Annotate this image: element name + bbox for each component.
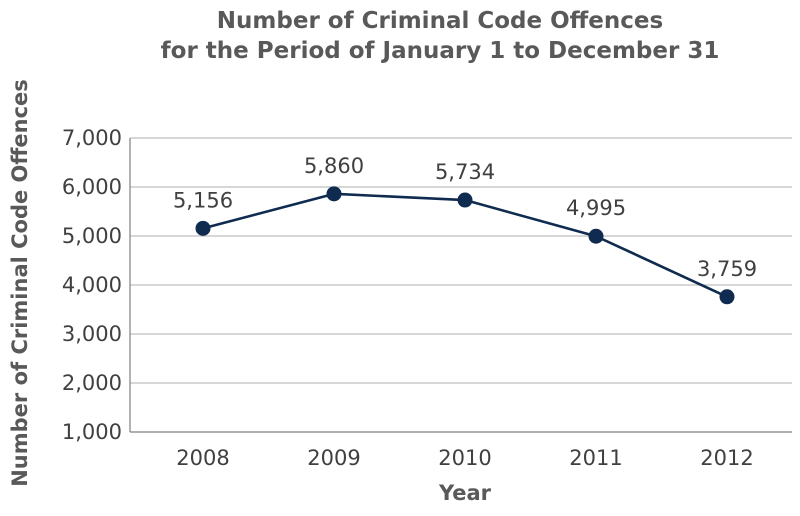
x-axis-ticks: 2008 2009 2010 2011 2012 xyxy=(176,446,753,470)
data-label: 5,156 xyxy=(173,188,233,212)
data-point xyxy=(195,220,211,236)
data-label: 4,995 xyxy=(566,196,626,220)
chart-subtitle: for the Period of January 1 to December … xyxy=(161,38,720,64)
y-tick-label: 5,000 xyxy=(62,224,122,248)
x-tick-label: 2008 xyxy=(176,446,229,470)
y-tick-label: 1,000 xyxy=(62,420,122,444)
x-axis-title: Year xyxy=(438,481,492,505)
y-axis-title: Number of Criminal Code Offences xyxy=(8,79,32,487)
y-axis-ticks: 1,000 2,000 3,000 4,000 5,000 6,000 7,000 xyxy=(62,126,122,444)
data-label: 5,734 xyxy=(435,160,495,184)
data-label: 3,759 xyxy=(697,257,757,281)
series-line-group xyxy=(195,186,735,305)
series-line xyxy=(202,192,728,298)
data-point xyxy=(588,228,604,244)
data-label: 5,860 xyxy=(304,154,364,178)
x-tick-label: 2009 xyxy=(307,446,360,470)
data-point xyxy=(719,289,735,305)
data-labels: 5,156 5,860 5,734 4,995 3,759 xyxy=(173,154,757,281)
x-tick-label: 2011 xyxy=(569,446,622,470)
x-tick-label: 2012 xyxy=(700,446,753,470)
y-tick-label: 6,000 xyxy=(62,175,122,199)
data-point xyxy=(457,192,473,208)
y-tick-label: 3,000 xyxy=(62,322,122,346)
chart-title: Number of Criminal Code Offences xyxy=(217,8,663,34)
y-tick-label: 4,000 xyxy=(62,273,122,297)
data-point xyxy=(326,186,342,202)
y-tick-label: 7,000 xyxy=(62,126,122,150)
x-tick-label: 2010 xyxy=(438,446,491,470)
grid-lines xyxy=(129,137,792,433)
y-tick-label: 2,000 xyxy=(62,371,122,395)
